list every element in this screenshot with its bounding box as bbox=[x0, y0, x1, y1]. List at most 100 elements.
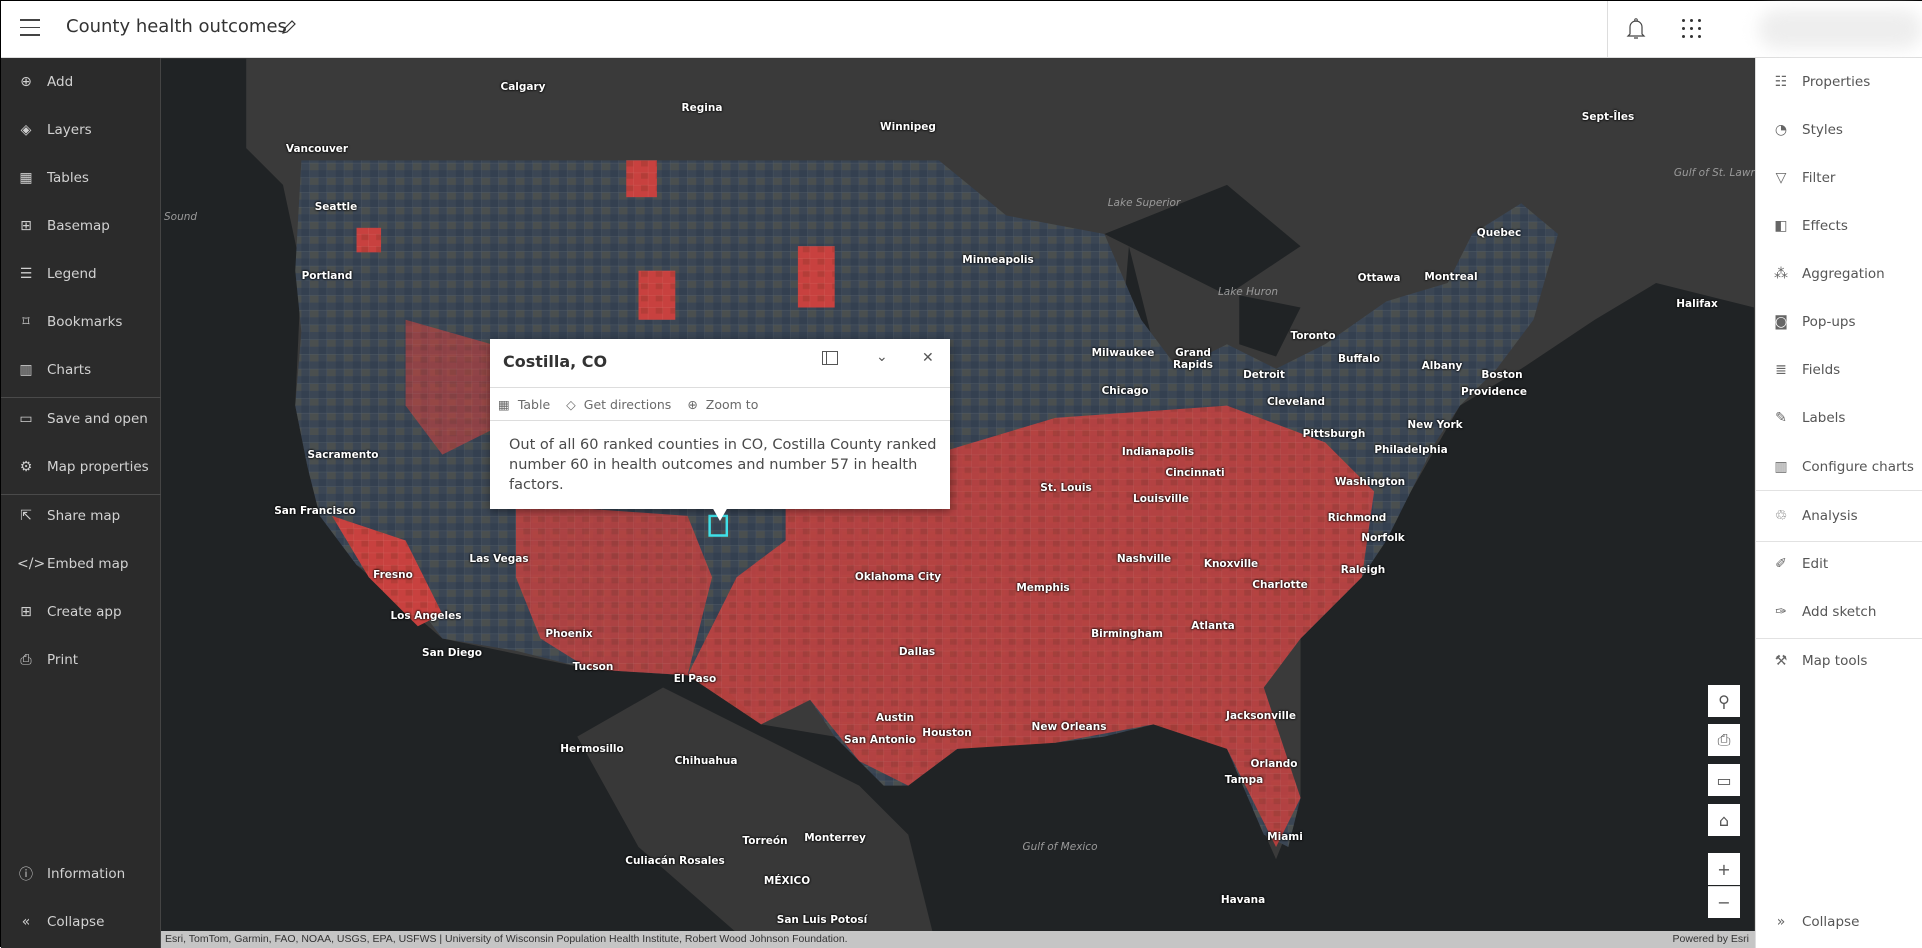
app-header: County health outcomes bbox=[1, 1, 1922, 58]
layers-icon: ◈ bbox=[20, 122, 32, 138]
home-icon: ⌂ bbox=[1718, 810, 1730, 830]
city-label: Fresno bbox=[373, 569, 413, 581]
powered-by-esri[interactable]: Powered by Esri bbox=[1672, 933, 1749, 945]
close-popup-button[interactable]: ✕ bbox=[922, 350, 934, 366]
nav-item-configure-charts[interactable]: ▥ Configure charts bbox=[1756, 447, 1922, 487]
chart-icon: ▥ bbox=[1774, 459, 1788, 475]
nav-item-print[interactable]: ⎙ Print bbox=[1, 640, 161, 680]
nav-item-information[interactable]: ⓘ Information bbox=[1, 854, 161, 894]
home-button[interactable]: ⌂ bbox=[1708, 804, 1740, 836]
city-label: Toronto bbox=[1290, 330, 1336, 342]
city-label: St. Louis bbox=[1040, 482, 1092, 494]
fields-icon: ≣ bbox=[1775, 362, 1787, 378]
nav-item-embed-map[interactable]: </> Embed map bbox=[1, 544, 161, 584]
nav-item-map-properties[interactable]: ⚙ Map properties bbox=[1, 447, 161, 487]
nav-item-label: Map tools bbox=[1802, 653, 1868, 669]
city-label: Pittsburgh bbox=[1302, 428, 1366, 440]
fullscreen-button[interactable]: ▭ bbox=[1708, 764, 1740, 796]
map-view[interactable]: Calgary Regina Winnipeg Vancouver Seattle Por… bbox=[161, 58, 1755, 948]
bell-icon[interactable] bbox=[1626, 17, 1646, 41]
zoom-to-action[interactable]: ⊕ Zoom to bbox=[687, 396, 759, 412]
city-label: Calgary bbox=[500, 81, 546, 93]
nav-item-map-tools[interactable]: ⚒ Map tools bbox=[1756, 641, 1922, 681]
nav-item-effects[interactable]: ◧ Effects bbox=[1756, 206, 1922, 246]
nav-item-bookmarks[interactable]: ⌑ Bookmarks bbox=[1, 302, 161, 342]
nav-item-layers[interactable]: ◈ Layers bbox=[1, 110, 161, 150]
city-label: Birmingham bbox=[1091, 628, 1163, 640]
nav-item-aggregation[interactable]: ⁂ Aggregation bbox=[1756, 254, 1922, 294]
nav-item-label: Labels bbox=[1802, 410, 1846, 426]
folder-icon: ▭ bbox=[19, 411, 33, 427]
nav-item-label: Bookmarks bbox=[47, 314, 123, 330]
search-button[interactable]: ⚲ bbox=[1708, 685, 1740, 717]
apps-icon: ⊞ bbox=[20, 604, 32, 620]
user-avatar[interactable] bbox=[1758, 9, 1922, 49]
nav-item-pop-ups[interactable]: ◙ Pop-ups bbox=[1756, 302, 1922, 342]
nav-item-edit[interactable]: ✐ Edit bbox=[1756, 544, 1922, 584]
popup-icon: ◙ bbox=[1774, 314, 1788, 330]
city-label: Phoenix bbox=[545, 628, 593, 640]
nav-item-basemap[interactable]: ⊞ Basemap bbox=[1, 206, 161, 246]
nav-item-save-and-open[interactable]: ▭ Save and open bbox=[1, 399, 161, 439]
chart-icon: ▥ bbox=[19, 362, 33, 378]
city-label: Miami bbox=[1267, 831, 1303, 843]
print-button[interactable]: ⎙ bbox=[1708, 724, 1740, 756]
bookmark-icon: ⌑ bbox=[22, 314, 30, 330]
zoom-in-button[interactable]: + bbox=[1708, 853, 1740, 885]
water-label: Gulf of Mexico bbox=[1022, 841, 1098, 853]
shapes-icon: ◔ bbox=[1774, 122, 1788, 138]
get-directions-action[interactable]: ◇ Get directions bbox=[566, 396, 672, 412]
nav-item-label: Add sketch bbox=[1802, 604, 1877, 620]
city-label: San Francisco bbox=[274, 505, 356, 517]
monitor-icon: ▭ bbox=[1716, 770, 1732, 790]
page-title: County health outcomes bbox=[66, 16, 287, 37]
directions-icon: ◇ bbox=[566, 396, 576, 412]
sliders-icon: ☷ bbox=[1774, 74, 1788, 90]
app-launcher-icon[interactable] bbox=[1682, 19, 1702, 39]
nav-item-add[interactable]: ⊕ Add bbox=[1, 62, 161, 102]
effects-icon: ◧ bbox=[1774, 218, 1788, 234]
dock-popup-button[interactable] bbox=[822, 351, 838, 369]
city-label: Dallas bbox=[898, 646, 936, 658]
dock-icon bbox=[822, 351, 838, 365]
nav-item-analysis[interactable]: ♲ Analysis bbox=[1756, 496, 1922, 536]
collapse-popup-button[interactable]: ⌄ bbox=[876, 349, 888, 365]
nav-item-add-sketch[interactable]: ✑ Add sketch bbox=[1756, 592, 1922, 632]
map-canvas bbox=[161, 58, 1755, 948]
nav-item-fields[interactable]: ≣ Fields bbox=[1756, 350, 1922, 390]
pencil-icon[interactable] bbox=[281, 19, 297, 35]
nav-item-filter[interactable]: ▽ Filter bbox=[1756, 158, 1922, 198]
city-label: San Luis Potosí bbox=[776, 914, 868, 926]
city-label: Norfolk bbox=[1361, 532, 1405, 544]
city-label: Philadelphia bbox=[1374, 444, 1448, 456]
high-rank-counties bbox=[332, 160, 1375, 847]
nav-item-legend[interactable]: ☰ Legend bbox=[1, 254, 161, 294]
nav-item-share-map[interactable]: ⇱ Share map bbox=[1, 496, 161, 536]
map-attribution: Esri, TomTom, Garmin, FAO, NOAA, USGS, E… bbox=[161, 931, 1755, 948]
city-label: Seattle bbox=[314, 201, 358, 213]
nav-item-collapse[interactable]: » Collapse bbox=[1756, 902, 1922, 942]
table-action[interactable]: ▦ Table bbox=[498, 396, 551, 412]
city-label: Orlando bbox=[1250, 758, 1298, 770]
nav-item-styles[interactable]: ◔ Styles bbox=[1756, 110, 1922, 150]
city-label: Cincinnati bbox=[1165, 467, 1225, 479]
zoom-in-icon: ⊕ bbox=[687, 396, 698, 412]
city-label: Cleveland bbox=[1266, 396, 1326, 408]
city-label: Raleigh bbox=[1340, 564, 1386, 576]
nav-item-charts[interactable]: ▥ Charts bbox=[1, 350, 161, 390]
nav-item-create-app[interactable]: ⊞ Create app bbox=[1, 592, 161, 632]
zoom-out-button[interactable]: − bbox=[1708, 886, 1740, 918]
nav-item-tables[interactable]: ▦ Tables bbox=[1, 158, 161, 198]
popup-actions: ▦ Table ◇ Get directions ⊕ Zoom to bbox=[490, 387, 950, 421]
city-label: Louisville bbox=[1133, 493, 1189, 505]
nav-item-labels[interactable]: ✎ Labels bbox=[1756, 398, 1922, 438]
hamburger-menu-icon[interactable] bbox=[20, 19, 40, 37]
nav-item-properties[interactable]: ☷ Properties bbox=[1756, 62, 1922, 102]
city-label: Quebec bbox=[1476, 227, 1522, 239]
city-label: Torreón bbox=[742, 835, 788, 847]
nav-item-label: Layers bbox=[47, 122, 92, 138]
nav-item-collapse[interactable]: « Collapse bbox=[1, 902, 161, 942]
city-label: Nashville bbox=[1116, 553, 1172, 565]
plus-icon: + bbox=[1717, 859, 1731, 879]
divider bbox=[1, 494, 161, 495]
